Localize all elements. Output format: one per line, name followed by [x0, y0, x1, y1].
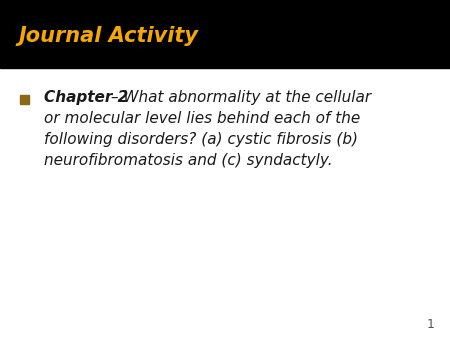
Text: Journal Activity: Journal Activity [18, 26, 198, 46]
Text: Chapter 2: Chapter 2 [44, 90, 128, 105]
Text: following disorders? (a) cystic fibrosis (b): following disorders? (a) cystic fibrosis… [44, 132, 358, 147]
Text: 1: 1 [427, 318, 435, 331]
Text: neurofibromatosis and (c) syndactyly.: neurofibromatosis and (c) syndactyly. [44, 153, 333, 168]
Text: or molecular level lies behind each of the: or molecular level lies behind each of t… [44, 111, 360, 126]
Bar [20, 95, 29, 104]
Bar [0, 0, 450, 68]
Text: – What abnormality at the cellular: – What abnormality at the cellular [106, 90, 371, 105]
